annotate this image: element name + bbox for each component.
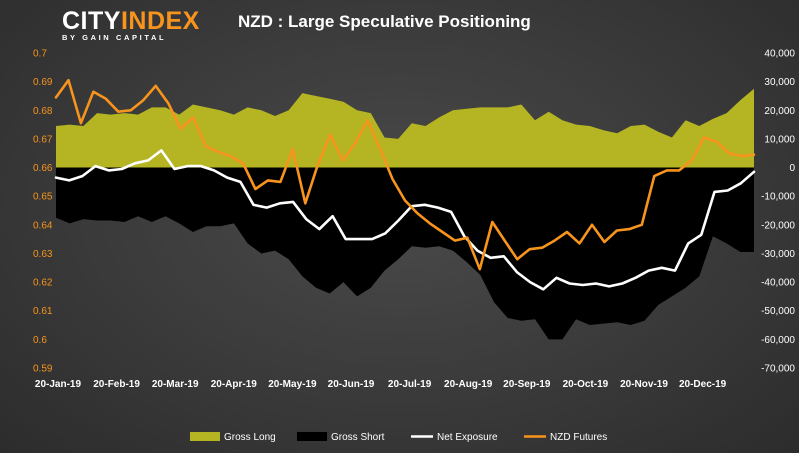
x-tick-label: 20-May-19 — [268, 379, 317, 390]
x-tick-label: 20-Sep-19 — [503, 379, 551, 390]
y-left-tick-label: 0.66 — [33, 163, 53, 174]
y-right-tick-label: -60,000 — [761, 335, 795, 346]
y-right-tick-label: -50,000 — [761, 306, 795, 317]
legend-swatch — [190, 432, 220, 441]
y-right-tick-label: -70,000 — [761, 364, 795, 375]
y-left-tick-label: 0.6 — [33, 335, 47, 346]
gross-long-area — [56, 88, 754, 168]
x-tick-label: 20-Jun-19 — [328, 379, 375, 390]
x-tick-label: 20-Aug-19 — [444, 379, 493, 390]
logo-wordmark: CITYINDEX — [62, 8, 200, 34]
x-tick-label: 20-Jan-19 — [35, 379, 82, 390]
legend-label: NZD Futures — [550, 432, 607, 443]
y-left-tick-label: 0.61 — [33, 306, 53, 317]
legend-label: Gross Short — [331, 432, 385, 443]
cityindex-logo: CITYINDEX BY GAIN CAPITAL — [62, 8, 200, 42]
chart-title: NZD : Large Speculative Positioning — [238, 12, 531, 31]
x-tick-label: 20-Jul-19 — [388, 379, 432, 390]
area-series-layer — [56, 88, 754, 340]
y-right-tick-label: -40,000 — [761, 278, 795, 289]
y-left-tick-label: 0.68 — [33, 106, 53, 117]
legend-label: Gross Long — [224, 432, 276, 443]
y-right-tick-label: -10,000 — [761, 192, 795, 203]
x-tick-label: 20-Mar-19 — [152, 379, 199, 390]
y-right-tick-label: 20,000 — [764, 106, 795, 117]
net-exposure-line — [54, 149, 756, 291]
legend-item-gross-long: Gross Long — [190, 432, 276, 443]
logo-index: INDEX — [120, 7, 200, 35]
legend-swatch — [297, 432, 327, 441]
y-right-tick-label: 0 — [789, 163, 795, 174]
y-right-tick-label: 10,000 — [764, 134, 795, 145]
legend-item-net-exposure: Net Exposure — [411, 432, 498, 443]
legend-label: Net Exposure — [437, 432, 498, 443]
y-left-tick-label: 0.69 — [33, 77, 53, 88]
y-axis-right: -70,000 -60,000 -50,000 -40,000 -30,000 -20,0… — [761, 49, 795, 375]
y-left-tick-label: 0.65 — [33, 192, 53, 203]
y-axis-left: 0.59 0.6 0.61 0.62 0.63 0.64 0.65 0.66 0.67 0.68 0… — [33, 49, 53, 375]
x-tick-label: 20-Oct-19 — [563, 379, 609, 390]
y-left-tick-label: 0.64 — [33, 220, 53, 231]
y-right-tick-label: -30,000 — [761, 249, 795, 260]
logo-tagline: BY GAIN CAPITAL — [62, 33, 167, 42]
gross-short-area — [56, 167, 754, 340]
chart-legend: Gross Long Gross Short Net Exposure NZD Fut… — [190, 432, 607, 443]
line-series-layer — [54, 78, 756, 291]
x-tick-label: 20-Apr-19 — [211, 379, 258, 390]
logo-city: CITY — [62, 7, 121, 35]
y-left-tick-label: 0.63 — [33, 249, 53, 260]
y-left-tick-label: 0.62 — [33, 278, 53, 289]
x-tick-label: 20-Feb-19 — [93, 379, 140, 390]
x-tick-label: 20-Dec-19 — [679, 379, 727, 390]
y-left-tick-label: 0.67 — [33, 134, 53, 145]
x-tick-label: 20-Nov-19 — [620, 379, 668, 390]
y-right-tick-label: 30,000 — [764, 77, 795, 88]
legend-item-nzd-futures: NZD Futures — [524, 432, 607, 443]
nzd-futures-line — [54, 78, 756, 271]
y-right-tick-label: 40,000 — [764, 49, 795, 60]
x-axis: 20-Jan-19 20-Feb-19 20-Mar-19 20-Apr-19 20-M… — [35, 379, 727, 390]
y-right-tick-label: -20,000 — [761, 220, 795, 231]
y-left-tick-label: 0.7 — [33, 49, 47, 60]
legend-item-gross-short: Gross Short — [297, 432, 385, 443]
y-left-tick-label: 0.59 — [33, 364, 53, 375]
